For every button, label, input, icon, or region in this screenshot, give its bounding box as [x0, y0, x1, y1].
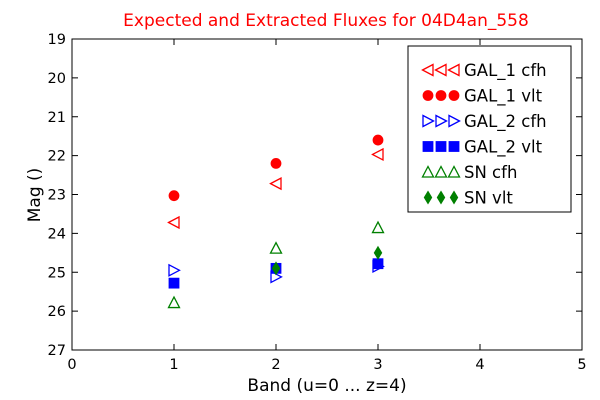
legend-marker [422, 141, 434, 152]
legend-marker [422, 90, 434, 101]
x-axis-label: Band (u=0 ... z=4) [247, 376, 406, 396]
data-point [168, 263, 181, 277]
data-point [371, 147, 384, 162]
data-point [372, 258, 384, 270]
y-tick-label: 21 [48, 110, 66, 126]
legend-marker [436, 190, 446, 205]
x-tick-label: 2 [271, 357, 280, 373]
legend-label: GAL_2 vlt [464, 138, 543, 158]
legend-marker [423, 190, 433, 205]
data-point [372, 134, 384, 146]
x-tick-label: 0 [67, 357, 76, 373]
legend-marker [448, 114, 461, 128]
y-tick-label: 20 [48, 71, 66, 87]
legend-marker [422, 114, 435, 128]
plot-frame [71, 38, 583, 351]
legend-marker [447, 165, 461, 178]
data-point [373, 245, 383, 260]
data-point [270, 157, 282, 169]
legend-marker [448, 90, 460, 101]
legend-label: GAL_1 vlt [464, 87, 543, 107]
data-point [167, 215, 180, 230]
data-point [269, 177, 282, 191]
legend-label: SN cfh [464, 163, 517, 182]
legend-frame [407, 45, 572, 213]
legend-marker [421, 165, 435, 178]
legend-marker [447, 63, 460, 77]
y-tick-label: 24 [48, 226, 66, 242]
x-tick-label: 5 [577, 357, 586, 373]
legend-label: GAL_1 cfh [464, 61, 547, 81]
y-tick-label: 27 [48, 343, 66, 359]
y-tick-label: 26 [48, 304, 66, 320]
legend-marker [435, 141, 447, 152]
y-tick-label: 23 [48, 188, 66, 204]
legend-marker [421, 63, 434, 77]
x-tick-label: 3 [373, 357, 382, 373]
data-point [167, 295, 181, 309]
chart-title: Expected and Extracted Fluxes for 04D4an… [123, 11, 529, 31]
data-point [271, 261, 281, 276]
data-point [269, 241, 283, 254]
data-point [168, 277, 180, 289]
y-axis-label: Mag () [25, 168, 45, 223]
data-point [168, 190, 180, 202]
legend-label: GAL_2 cfh [464, 112, 547, 132]
y-tick-label: 22 [48, 149, 66, 165]
x-tick-label: 1 [169, 357, 178, 373]
legend-marker [448, 141, 460, 152]
x-tick-label: 4 [475, 357, 484, 373]
data-point [371, 220, 385, 234]
legend: GAL_1 cfh GAL_1 vlt GAL_2 cfh GAL_2 vlt SN c… [407, 45, 572, 213]
legend-label: SN vlt [464, 189, 513, 208]
legend-marker [435, 90, 447, 101]
y-tick-label: 19 [48, 32, 66, 48]
y-tick-label: 25 [48, 265, 66, 281]
legend-marker [434, 165, 448, 178]
points-layer [167, 134, 385, 309]
legend-marker [435, 114, 448, 128]
legend-marker [449, 190, 459, 205]
legend-marker [434, 63, 447, 77]
